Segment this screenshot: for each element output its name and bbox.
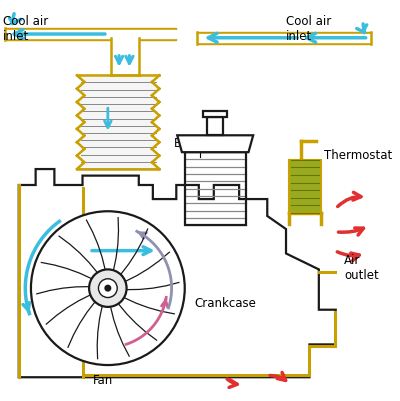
Circle shape xyxy=(105,286,111,291)
Text: Cool air
inlet: Cool air inlet xyxy=(3,15,48,43)
Polygon shape xyxy=(77,76,160,170)
Polygon shape xyxy=(289,160,321,214)
Polygon shape xyxy=(19,170,336,377)
Text: Thermostat: Thermostat xyxy=(324,148,392,161)
Circle shape xyxy=(89,270,126,307)
Polygon shape xyxy=(204,111,227,117)
Text: Fan: Fan xyxy=(93,373,113,386)
Text: Barrel: Barrel xyxy=(174,137,209,150)
Text: Air
outlet: Air outlet xyxy=(344,253,379,281)
Text: Crankcase: Crankcase xyxy=(194,296,256,309)
Polygon shape xyxy=(207,117,223,136)
Circle shape xyxy=(31,212,185,365)
Circle shape xyxy=(98,279,117,298)
Text: Cool air
inlet: Cool air inlet xyxy=(286,15,331,43)
Polygon shape xyxy=(177,136,253,153)
